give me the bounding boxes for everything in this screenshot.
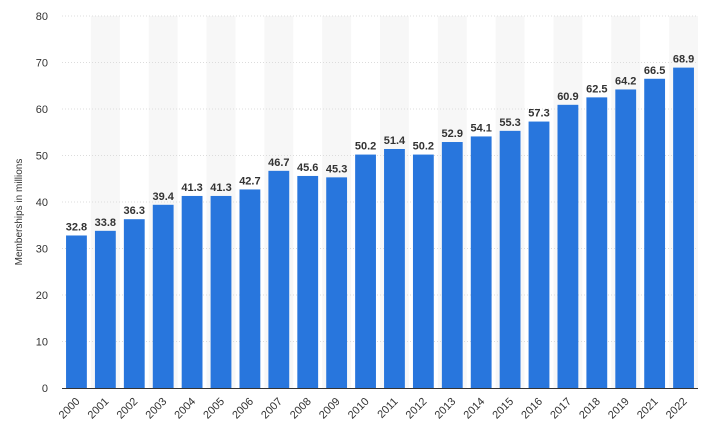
bar-2011: [384, 148, 405, 388]
x-tick-label-2015: 2015: [490, 396, 516, 422]
data-label-2015: 55.3: [499, 117, 520, 129]
x-tick-label-2009: 2009: [317, 396, 343, 422]
y-tick-label: 20: [36, 290, 48, 302]
data-label-2004: 41.3: [181, 182, 202, 194]
bar-2000: [66, 235, 87, 388]
x-tick-label-2006: 2006: [230, 396, 256, 422]
bar-2021: [644, 78, 666, 389]
y-tick-label: 40: [36, 197, 48, 209]
bar-2022: [673, 67, 694, 389]
x-tick-label-2013: 2013: [433, 396, 459, 422]
x-tick-label-2019: 2019: [606, 396, 632, 422]
x-tick-label-2016: 2016: [519, 396, 545, 422]
data-label-2019: 64.2: [615, 75, 636, 87]
bar-2004: [181, 195, 203, 388]
bars: [66, 67, 694, 389]
x-axis-ticks: 2000 2001 2002 2003 2004 2005 2006 2007 2008 2009…: [57, 396, 690, 422]
x-tick-label-2007: 2007: [259, 396, 285, 422]
y-tick-label: 10: [36, 337, 48, 349]
bar-2012: [412, 154, 434, 388]
bar-2009: [326, 177, 348, 388]
bar-2018: [586, 97, 608, 388]
data-label-2021: 66.5: [644, 65, 665, 77]
bar-2003: [152, 204, 174, 388]
data-label-2010: 50.2: [355, 141, 376, 153]
x-tick-label-2000: 2000: [57, 396, 83, 422]
y-axis-title: Memberships in millions: [14, 159, 25, 266]
data-labels: 32.8 33.8 36.3 39.4 41.3 41.3 42.7 46.7 45.6 45.3…: [66, 54, 695, 234]
x-tick-label-2021: 2021: [635, 396, 661, 422]
y-tick-label: 30: [36, 244, 48, 256]
x-tick-label-2004: 2004: [172, 396, 198, 422]
data-label-2012: 50.2: [413, 141, 434, 153]
y-tick-label: 50: [36, 151, 48, 163]
bar-2002: [123, 219, 145, 388]
data-label-2017: 60.9: [557, 91, 578, 103]
bar-2006: [239, 189, 261, 388]
x-tick-label-2017: 2017: [548, 396, 574, 422]
x-tick-label-2012: 2012: [404, 396, 430, 422]
x-tick-label-2011: 2011: [375, 396, 400, 421]
bar-2010: [355, 154, 376, 388]
data-label-2002: 36.3: [124, 205, 145, 217]
bar-2016: [528, 121, 550, 389]
data-label-2000: 32.8: [66, 221, 87, 233]
x-tick-label-2022: 2022: [664, 396, 690, 422]
bar-2017: [557, 104, 579, 388]
data-label-2006: 42.7: [239, 175, 260, 187]
x-tick-label-2008: 2008: [288, 396, 314, 422]
x-tick-label-2001: 2001: [86, 396, 112, 422]
bar-2013: [441, 142, 463, 388]
y-axis-ticks: 0 10 20 30 40 50 60 70 80: [36, 11, 48, 395]
data-label-2018: 62.5: [586, 83, 607, 95]
x-tick-label-2003: 2003: [144, 396, 170, 422]
x-tick-label-2005: 2005: [201, 396, 227, 422]
x-tick-label-2002: 2002: [115, 396, 141, 422]
x-tick-label-2014: 2014: [462, 396, 488, 422]
data-label-2016: 57.3: [528, 108, 549, 120]
data-label-2011: 51.4: [384, 135, 406, 147]
data-label-2014: 54.1: [470, 122, 491, 134]
bar-2015: [499, 130, 521, 389]
data-label-2001: 33.8: [95, 217, 116, 229]
data-label-2005: 41.3: [210, 182, 231, 194]
bar-2019: [615, 89, 637, 388]
data-label-2003: 39.4: [152, 191, 174, 203]
bar-2005: [210, 195, 232, 388]
bar-2008: [297, 175, 319, 388]
bar-2014: [470, 136, 492, 388]
y-tick-label: 0: [42, 383, 48, 395]
y-tick-label: 70: [36, 58, 48, 70]
data-label-2007: 46.7: [268, 157, 289, 169]
data-label-2009: 45.3: [326, 163, 347, 175]
y-tick-label: 60: [36, 104, 48, 116]
data-label-2008: 45.6: [297, 162, 318, 174]
bar-2007: [268, 170, 290, 388]
x-tick-label-2010: 2010: [346, 396, 372, 422]
data-label-2013: 52.9: [442, 128, 463, 140]
y-tick-label: 80: [36, 11, 48, 23]
data-label-2022: 68.9: [673, 54, 694, 66]
x-tick-label-2018: 2018: [577, 396, 603, 422]
bar-2001: [94, 230, 116, 388]
